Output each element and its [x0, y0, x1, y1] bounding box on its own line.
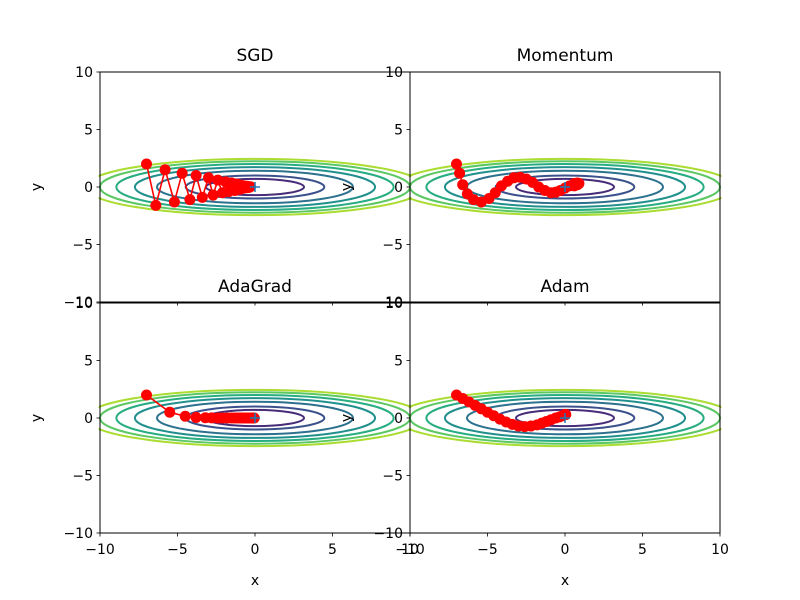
y-tick-label: −10	[373, 526, 403, 542]
path-point	[190, 170, 202, 181]
contour-level	[425, 163, 705, 211]
minimum-marker	[560, 413, 570, 423]
subplot-title: SGD	[236, 46, 273, 66]
contour-level	[98, 157, 412, 217]
path-point	[184, 194, 196, 206]
x-tick-label: −5	[477, 542, 498, 558]
contour-level	[494, 174, 636, 200]
contour-level	[133, 166, 377, 208]
y-tick-label: −5	[72, 469, 93, 485]
y-axis-label: y	[29, 414, 45, 422]
y-tick-label: −10	[63, 526, 93, 542]
contour-level	[408, 157, 722, 217]
path-point	[203, 172, 214, 184]
contour-level	[425, 394, 705, 442]
x-tick-label: 10	[711, 542, 729, 558]
y-tick-label: 10	[75, 296, 93, 312]
subplot-title: Adam	[540, 277, 589, 297]
path-point	[164, 406, 176, 418]
contour-level	[408, 388, 722, 448]
path-point	[454, 167, 466, 179]
contour-level	[155, 169, 355, 205]
x-tick-label: 10	[401, 542, 419, 558]
path-point	[141, 389, 152, 401]
path-point	[159, 164, 171, 176]
contour-level	[115, 394, 395, 442]
subplot-title: Momentum	[517, 46, 614, 66]
contour-lines	[98, 157, 412, 217]
path-point	[150, 199, 162, 211]
path-point	[190, 411, 202, 423]
x-tick-label: 0	[561, 542, 570, 558]
path-point	[196, 191, 208, 203]
y-axis-label: y	[339, 414, 355, 422]
contour-level	[133, 397, 377, 439]
x-tick-label: −10	[395, 542, 425, 558]
path-point	[568, 180, 580, 192]
y-axis-label: y	[29, 183, 45, 191]
contour-level	[465, 400, 665, 436]
subplot-sgd: −10 −5 0 5 10 SGD y	[29, 46, 412, 311]
path-point	[451, 158, 462, 170]
minimum-marker	[250, 182, 260, 192]
subplot-title: AdaGrad	[218, 277, 292, 297]
contour-level	[443, 397, 687, 439]
y-tick-label: 5	[394, 123, 403, 139]
x-tick-label: 0	[251, 542, 260, 558]
y-tick-label: 5	[394, 354, 403, 370]
minimum-marker	[560, 182, 570, 192]
y-tick-label: 10	[75, 65, 93, 81]
y-tick-label: 10	[385, 65, 403, 81]
contour-level	[514, 177, 616, 197]
y-tick-label: 10	[385, 296, 403, 312]
y-tick-label: 0	[84, 411, 93, 427]
path-point	[207, 189, 219, 201]
path-point	[457, 179, 469, 191]
x-axis-label: x	[251, 573, 259, 589]
path-point	[179, 410, 191, 422]
x-tick-label: 5	[638, 542, 647, 558]
y-tick-label: −5	[72, 238, 93, 254]
y-tick-label: 0	[394, 411, 403, 427]
y-tick-label: 0	[394, 180, 403, 196]
y-tick-label: −10	[63, 295, 93, 311]
y-tick-label: 5	[84, 354, 93, 370]
x-axis-label: x	[561, 573, 569, 589]
y-tick-label: 5	[84, 123, 93, 139]
contour-level	[443, 166, 687, 208]
y-tick-label: −5	[382, 238, 403, 254]
y-axis-label: y	[339, 183, 355, 191]
contour-level	[115, 163, 395, 211]
minimum-marker	[250, 413, 260, 423]
y-tick-label: 0	[84, 180, 93, 196]
y-tick-label: −5	[382, 469, 403, 485]
path-point	[176, 167, 188, 179]
x-tick-label: 5	[328, 542, 337, 558]
x-tick-label: −10	[85, 542, 115, 558]
contour-level	[98, 388, 412, 448]
path-point	[168, 196, 180, 208]
path-point	[141, 158, 152, 170]
contour-level	[155, 400, 355, 436]
x-tick-label: −5	[167, 542, 188, 558]
